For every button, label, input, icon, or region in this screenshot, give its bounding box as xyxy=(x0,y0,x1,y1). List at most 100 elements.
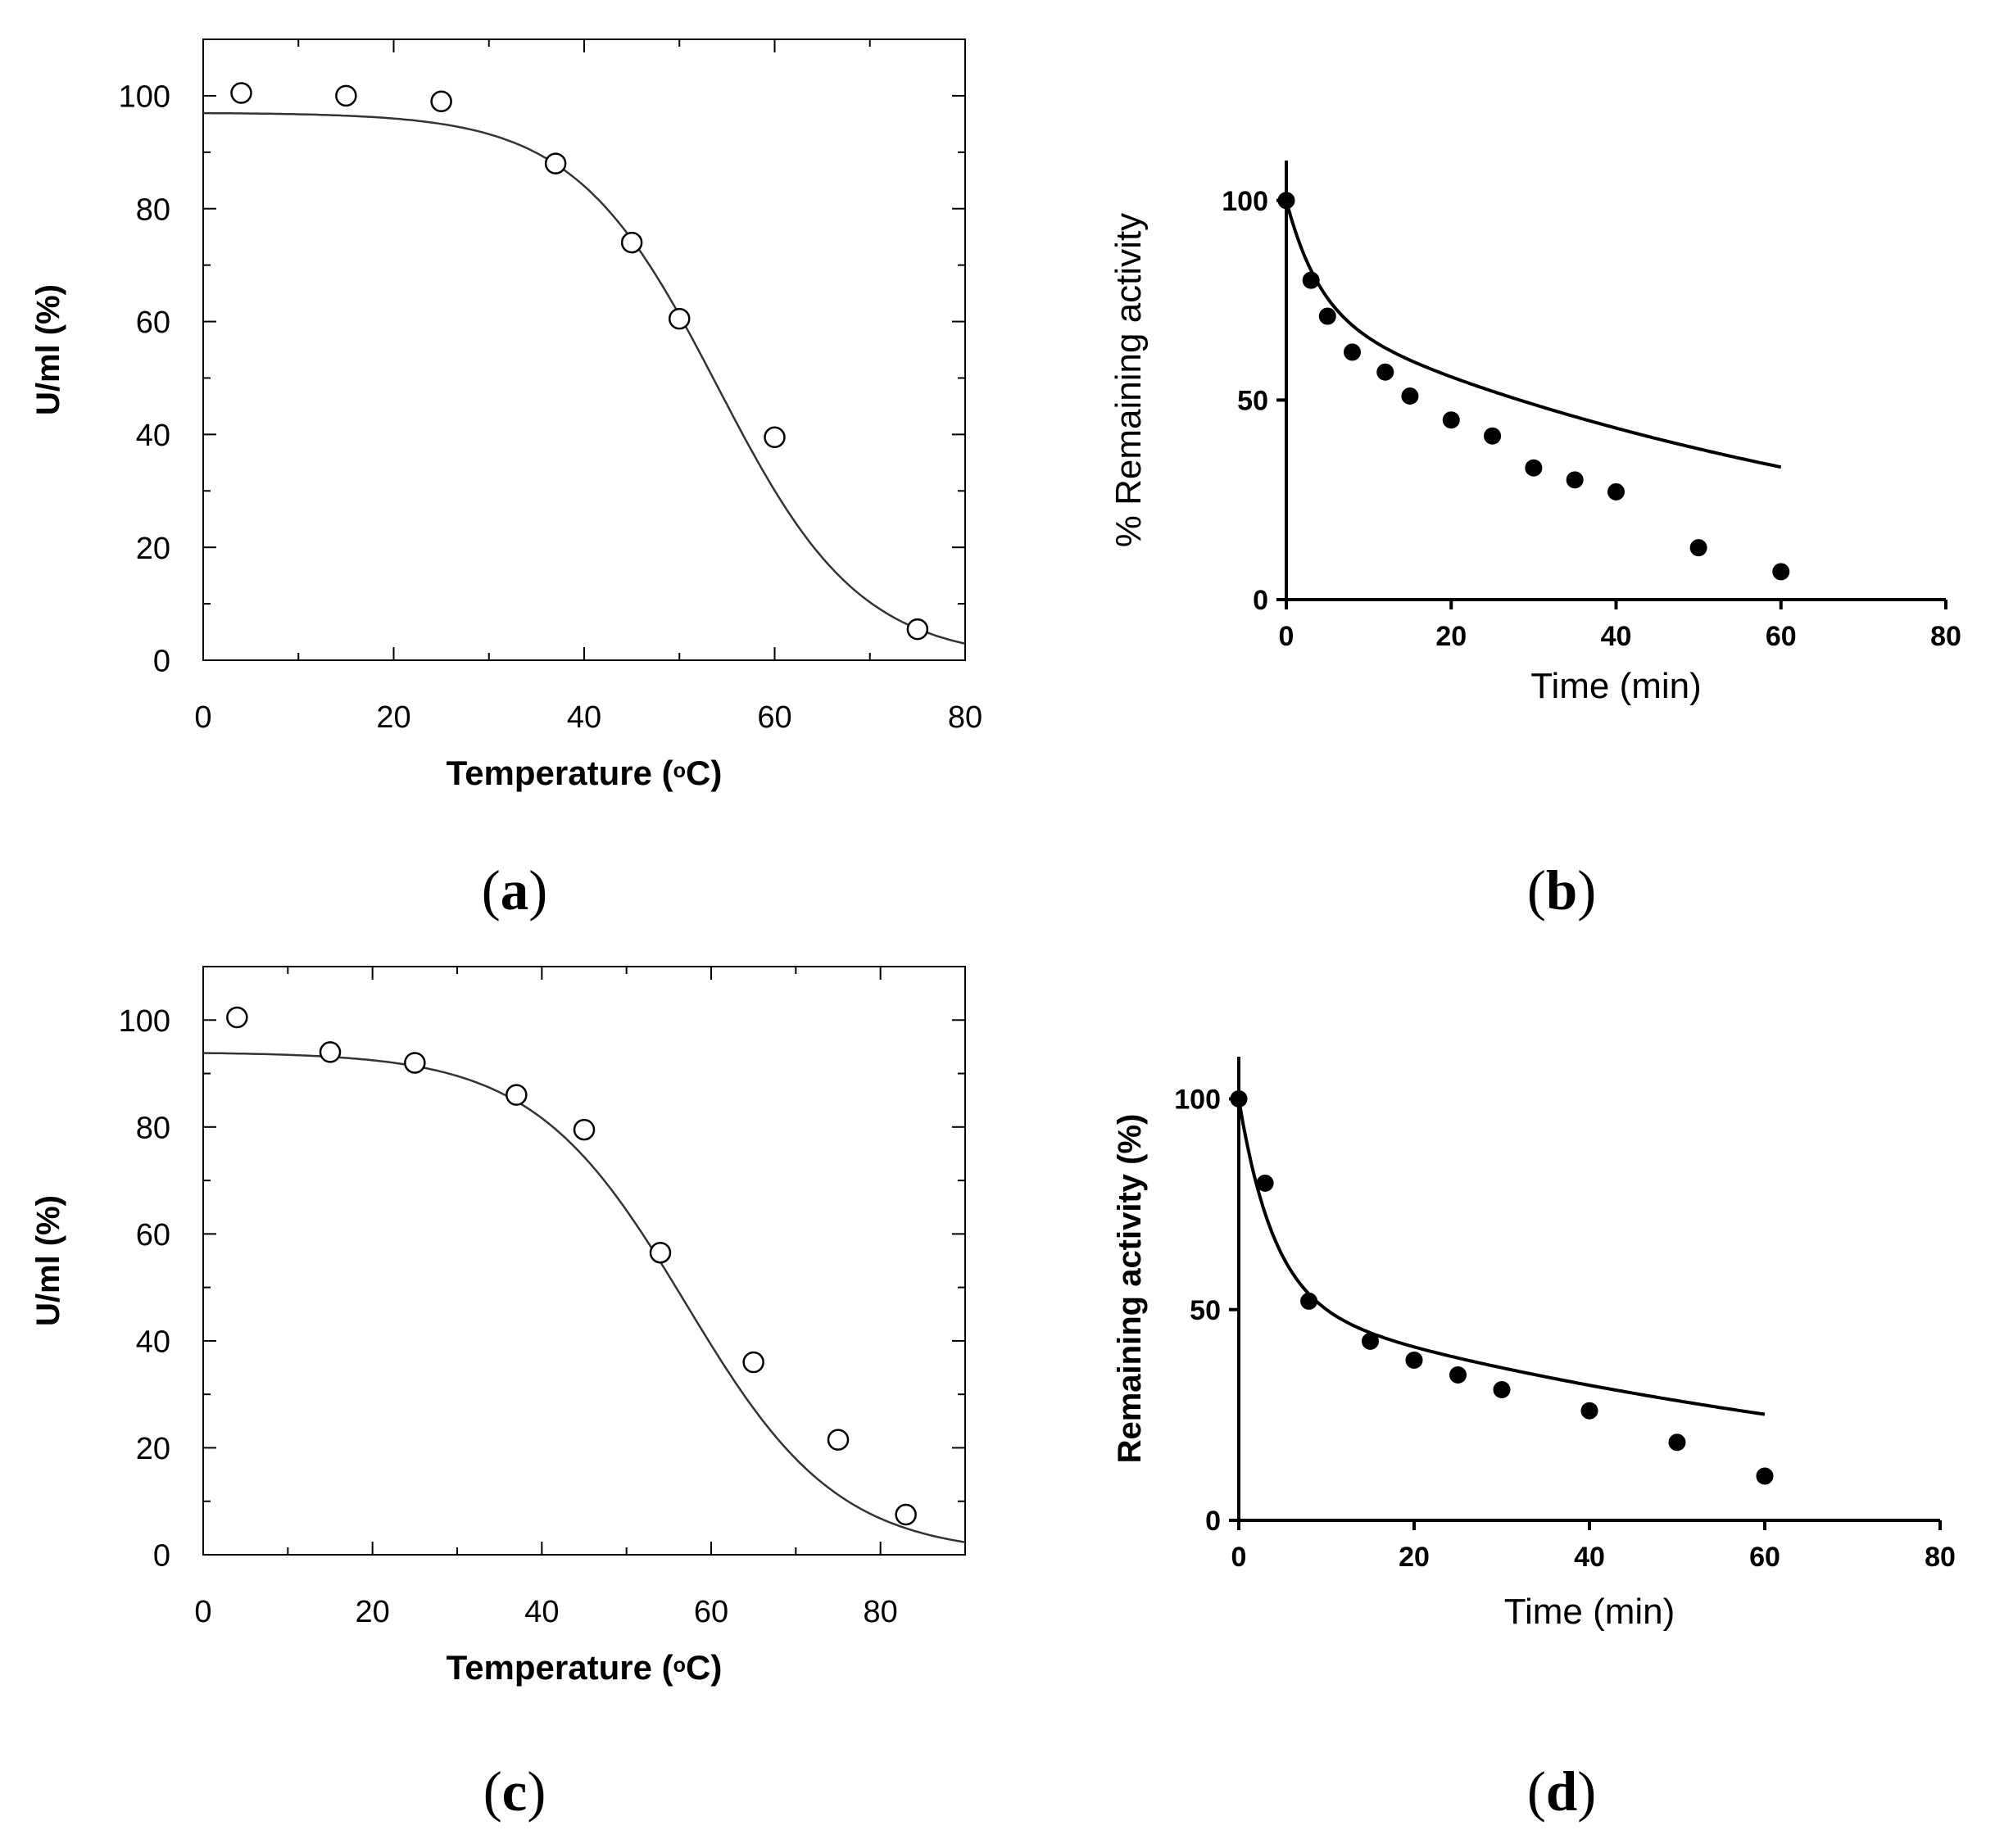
plot-frame xyxy=(202,966,966,1556)
y-tick-label: 100 xyxy=(1222,186,1268,217)
x-tick-label: 0 xyxy=(194,1595,211,1629)
y-tick-label: 20 xyxy=(136,1432,170,1466)
fit-curve xyxy=(203,111,966,645)
x-tick-label: 0 xyxy=(194,700,211,735)
data-point xyxy=(506,1084,528,1106)
x-tick-label: 20 xyxy=(376,700,410,735)
panel-label-d: (d) xyxy=(1527,1760,1596,1823)
y-tick-label: 60 xyxy=(136,306,170,340)
chart-b-time-activity: 0 20 40 60 80 0 50 100 Time (min) % Remaining act… xyxy=(1109,161,1961,706)
x-tick-label: 40 xyxy=(1574,1542,1605,1573)
data-point xyxy=(1230,1089,1248,1107)
data-point xyxy=(1566,471,1584,489)
y-tick-label: 50 xyxy=(1237,386,1268,417)
data-point xyxy=(1493,1380,1511,1398)
data-point xyxy=(620,231,643,254)
x-tick-label: 80 xyxy=(1925,1542,1956,1573)
data-point xyxy=(1344,343,1361,361)
x-tick-label: 60 xyxy=(694,1595,728,1629)
data-point xyxy=(1442,411,1460,429)
y-tick-label: 20 xyxy=(136,532,170,566)
x-tick-label: 80 xyxy=(948,700,982,735)
data-point xyxy=(827,1429,850,1451)
data-point xyxy=(649,1241,672,1264)
x-tick-label: 40 xyxy=(567,700,601,735)
data-point xyxy=(742,1351,764,1374)
data-point xyxy=(1772,563,1790,581)
data-point xyxy=(319,1041,342,1063)
data-point xyxy=(1376,363,1394,381)
y-tick-label: 80 xyxy=(136,1111,170,1145)
x-axis-title-part: o xyxy=(673,1654,686,1677)
x-axis-title: Temperature (oC) xyxy=(447,754,723,792)
fit-curve xyxy=(1237,1098,1766,1416)
chart-c-temperature-activity: 0 20 40 60 80 0 20 40 60 80 100 Temperature (oC) U/m… xyxy=(30,966,966,1687)
x-tick-label: 80 xyxy=(1930,621,1961,652)
data-point xyxy=(1362,1332,1379,1350)
x-axis-title-part: o xyxy=(673,759,686,782)
x-tick-label: 40 xyxy=(524,1595,559,1629)
data-point xyxy=(1580,1402,1598,1420)
data-point xyxy=(669,307,691,330)
x-tick-label: 60 xyxy=(1749,1542,1780,1573)
data-point xyxy=(230,82,252,104)
y-tick-label: 0 xyxy=(153,1539,170,1574)
x-axis-title-part: C) xyxy=(686,1648,722,1687)
x-tick-label: 0 xyxy=(1279,621,1294,652)
data-point xyxy=(1401,387,1419,405)
x-tick-label: 60 xyxy=(1766,621,1797,652)
data-point xyxy=(1484,427,1502,445)
data-point xyxy=(1668,1434,1686,1452)
y-axis-title: % Remaining activity xyxy=(1109,213,1149,547)
data-point xyxy=(1525,459,1543,477)
data-point xyxy=(573,1118,596,1141)
panel-label-a: (a) xyxy=(482,859,547,922)
x-axis-title: Temperature (oC) xyxy=(447,1648,723,1687)
data-point xyxy=(1405,1351,1423,1369)
x-tick-label: 20 xyxy=(356,1595,390,1629)
x-axis-title: Time (min) xyxy=(1504,1592,1675,1632)
data-point xyxy=(895,1503,917,1526)
data-point xyxy=(430,90,452,113)
x-axis-title-part: Temperature ( xyxy=(447,1648,673,1687)
data-point xyxy=(1256,1174,1274,1192)
data-point xyxy=(1756,1467,1774,1485)
y-tick-label: 100 xyxy=(1174,1085,1221,1116)
panel-label-c: (c) xyxy=(483,1760,546,1823)
x-tick-label: 80 xyxy=(864,1595,898,1629)
data-point xyxy=(1449,1366,1467,1384)
y-axis-title: U/ml (%) xyxy=(30,284,66,415)
data-point xyxy=(1302,271,1320,289)
data-point xyxy=(1689,539,1707,557)
data-point xyxy=(544,152,567,174)
y-tick-label: 50 xyxy=(1190,1295,1221,1326)
y-tick-label: 100 xyxy=(119,1004,170,1039)
data-point xyxy=(906,618,929,641)
panel-label-b: (b) xyxy=(1527,859,1596,922)
data-point xyxy=(226,1006,248,1029)
x-tick-label: 20 xyxy=(1399,1542,1430,1573)
data-point xyxy=(404,1052,426,1074)
chart-a-temperature-activity: 0 20 40 60 80 0 20 40 60 80 100 Temperature (oC) U/m… xyxy=(30,38,982,792)
chart-d-time-activity: 0 20 40 60 80 0 50 100 Time (min) Remaining activ… xyxy=(1112,1057,1956,1632)
fit-curve xyxy=(1285,200,1782,469)
x-tick-label: 40 xyxy=(1601,621,1632,652)
data-point xyxy=(1607,482,1625,500)
data-point xyxy=(764,426,786,449)
y-tick-label: 100 xyxy=(119,80,170,115)
data-point xyxy=(1318,307,1336,325)
y-tick-label: 40 xyxy=(136,419,170,453)
y-tick-label: 0 xyxy=(1253,585,1268,616)
y-tick-label: 0 xyxy=(153,645,170,679)
data-point xyxy=(1277,192,1295,210)
y-tick-label: 40 xyxy=(136,1325,170,1360)
x-tick-label: 60 xyxy=(757,700,791,735)
y-tick-label: 60 xyxy=(136,1218,170,1252)
x-axis-title: Time (min) xyxy=(1530,666,1702,706)
x-axis-title-part: C) xyxy=(686,754,722,792)
y-tick-label: 0 xyxy=(1205,1506,1221,1537)
x-tick-label: 0 xyxy=(1231,1542,1247,1573)
x-axis-title-part: Temperature ( xyxy=(447,754,673,792)
